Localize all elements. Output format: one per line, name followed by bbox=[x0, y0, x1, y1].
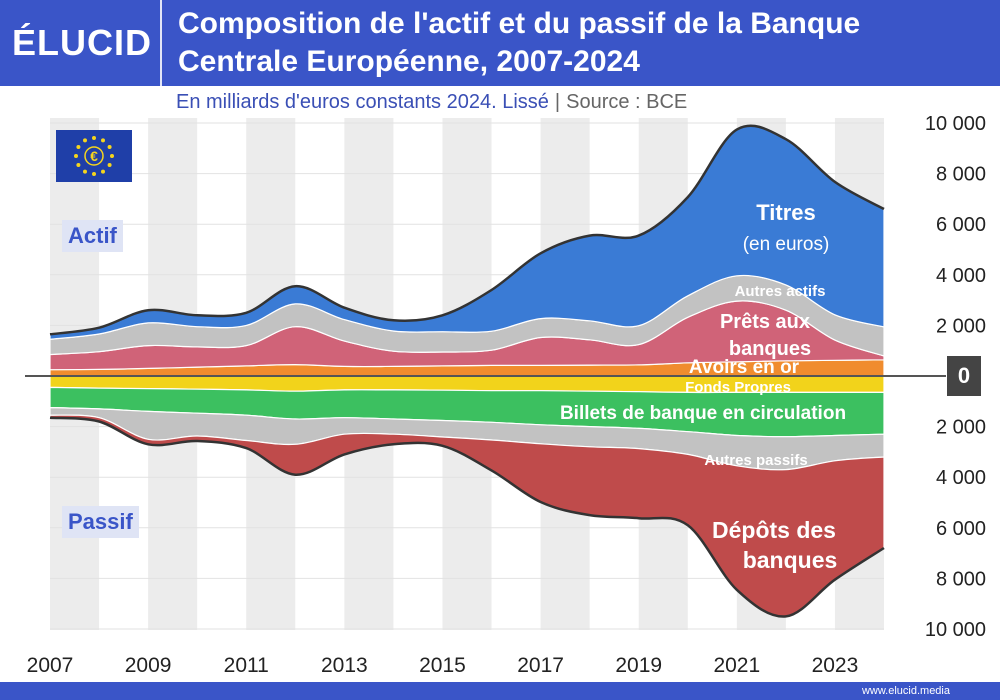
series-label-autres-passifs: Autres passifs bbox=[704, 452, 807, 469]
x-tick-label: 2013 bbox=[321, 654, 368, 677]
series-label-billets: Billets de banque en circulation bbox=[560, 403, 846, 424]
flag-star bbox=[107, 163, 112, 167]
eu-flag-graphic: € bbox=[74, 136, 114, 176]
outline-actif bbox=[49, 124, 885, 336]
logo-separator bbox=[160, 0, 162, 86]
series-label-titres-sub: (en euros) bbox=[743, 234, 830, 255]
flag-star bbox=[101, 138, 105, 143]
flag-star bbox=[83, 169, 87, 174]
source-text: Source : BCE bbox=[566, 91, 688, 113]
header-bar: ÉLUCID Composition de l'actif et du pass… bbox=[0, 0, 1000, 86]
subtitle-separator: | bbox=[554, 91, 561, 113]
flag-star bbox=[92, 136, 96, 140]
flag-star bbox=[74, 154, 78, 158]
y-tick-label: 4 000 bbox=[936, 265, 986, 287]
chart-area: 10 000 8 000 6 000 4 000 2 000 2 000 4 000 6 00… bbox=[25, 113, 986, 677]
actif-label: Actif bbox=[62, 220, 123, 252]
subtitle-text: En milliards d'euros constants 2024. Lis… bbox=[176, 91, 549, 113]
flag-star bbox=[107, 145, 112, 149]
x-tick-label: 2023 bbox=[812, 654, 859, 677]
y-tick-label: 6 000 bbox=[936, 518, 986, 540]
y-tick-label: 4 000 bbox=[936, 467, 986, 489]
flag-star bbox=[92, 172, 96, 176]
series-label-or: Avoirs en or bbox=[689, 357, 800, 378]
y-tick-label: 6 000 bbox=[936, 214, 986, 236]
x-tick-label: 2017 bbox=[517, 654, 564, 677]
svg-text:€: € bbox=[90, 148, 98, 164]
y-tick-label: 10 000 bbox=[925, 619, 986, 641]
y-tick-label: 2 000 bbox=[936, 315, 986, 337]
x-tick-label: 2015 bbox=[419, 654, 466, 677]
chart-title: Composition de l'actif et du passif de l… bbox=[178, 7, 861, 78]
series-label-autres-actifs: Autres actifs bbox=[735, 283, 826, 300]
flag-star bbox=[83, 138, 87, 143]
y-tick-label: 8 000 bbox=[936, 568, 986, 590]
eu-flag-icon: € bbox=[56, 130, 132, 182]
x-tick-label: 2011 bbox=[224, 654, 269, 677]
x-tick-label: 2021 bbox=[713, 654, 760, 677]
chart-subtitle: En milliards d'euros constants 2024. Lis… bbox=[176, 89, 687, 115]
series-label-depots-1: Dépôts des bbox=[712, 517, 836, 543]
y-tick-label: 8 000 bbox=[936, 164, 986, 186]
x-tick-label: 2019 bbox=[615, 654, 662, 677]
passif-label: Passif bbox=[62, 506, 139, 538]
outline-passif bbox=[49, 416, 885, 618]
series-label-titres: Titres bbox=[756, 200, 816, 225]
elucid-logo: ÉLUCID bbox=[12, 22, 152, 63]
flag-star bbox=[101, 169, 105, 174]
zero-label: 0 bbox=[947, 356, 981, 396]
flag-star bbox=[76, 145, 81, 149]
y-tick-label: 10 000 bbox=[925, 113, 986, 135]
series-label-fonds-propres: Fonds Propres bbox=[685, 379, 791, 396]
series-label-depots-2: banques bbox=[743, 547, 838, 573]
footer-bar: www.elucid.media bbox=[0, 682, 1000, 700]
footer-url: www.elucid.media bbox=[861, 685, 950, 697]
x-tick-label: 2007 bbox=[27, 654, 74, 677]
flag-star bbox=[110, 154, 114, 158]
series-label-prets-1: Prêts aux bbox=[720, 311, 810, 333]
series-label-prets-2: banques bbox=[729, 338, 811, 360]
x-tick-label: 2009 bbox=[125, 654, 172, 677]
y-tick-label: 2 000 bbox=[936, 417, 986, 439]
flag-star bbox=[76, 163, 81, 167]
